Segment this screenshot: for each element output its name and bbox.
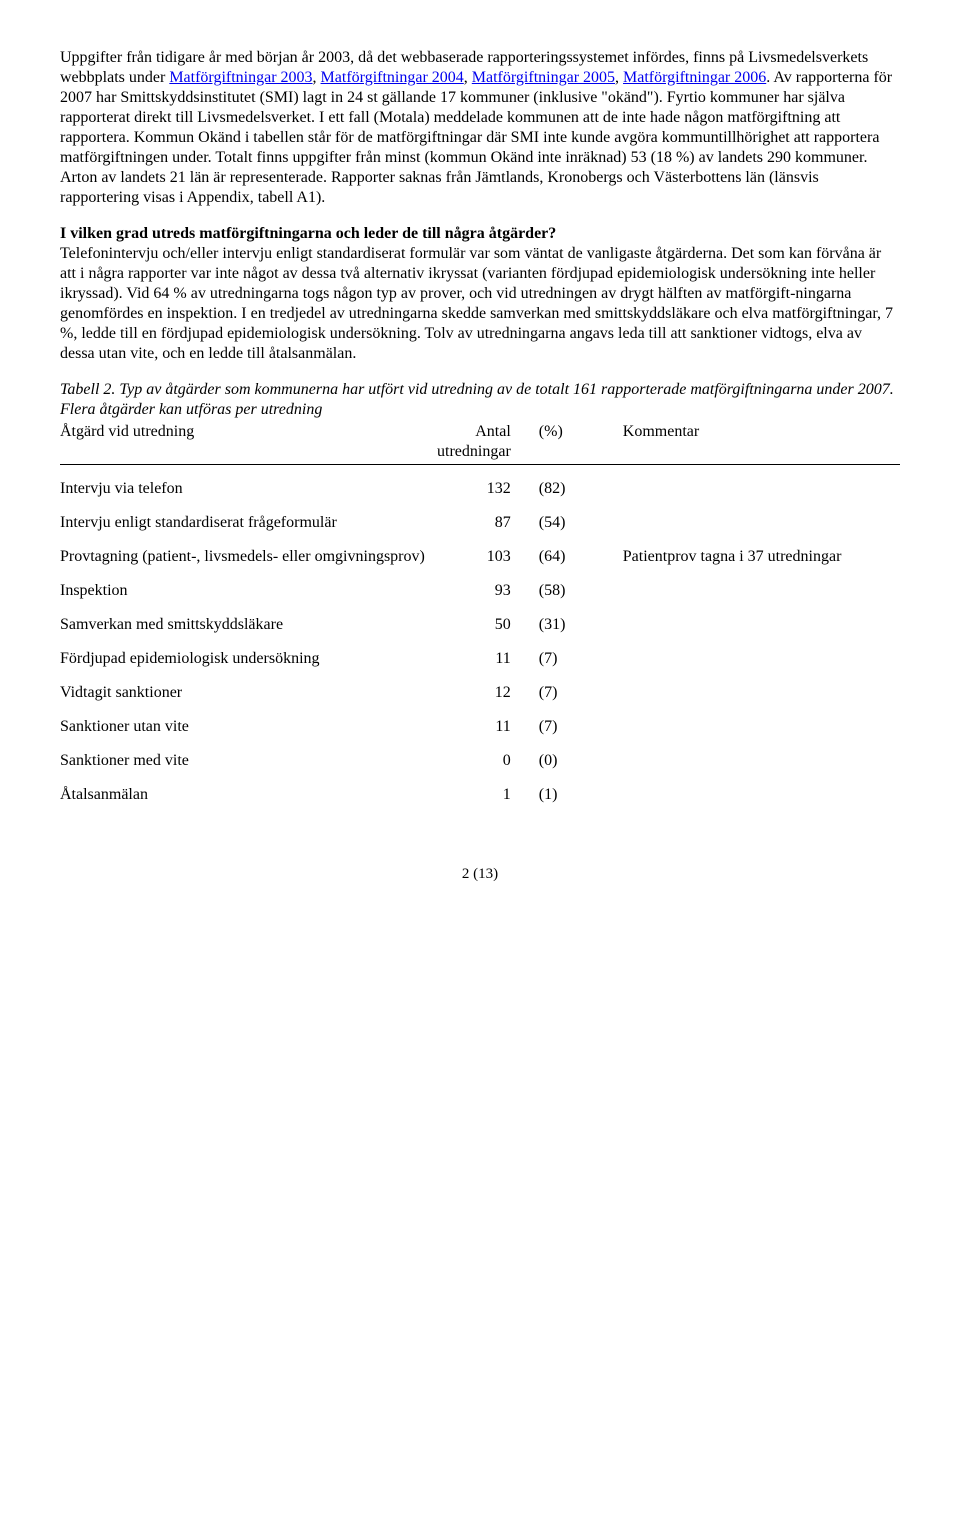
cell-comment (623, 513, 900, 533)
link-2005[interactable]: Matförgiftningar 2005 (472, 69, 615, 86)
para1-post: . Av rapporterna för 2007 har Smittskydd… (60, 69, 892, 206)
col-head-count-1: Antal (475, 423, 511, 440)
cell-count: 50 (430, 615, 539, 635)
cell-count: 0 (430, 751, 539, 771)
table-spacer (60, 703, 900, 717)
cell-action: Samverkan med smittskyddsläkare (60, 615, 430, 635)
table-spacer (60, 669, 900, 683)
col-head-count: Antal utredningar (430, 422, 539, 465)
table-spacer (60, 601, 900, 615)
link-2004[interactable]: Matförgiftningar 2004 (321, 69, 464, 86)
table-row: Intervju via telefon132(82) (60, 479, 900, 499)
page-footer: 2 (13) (60, 865, 900, 884)
table-row: Sanktioner med vite0(0) (60, 751, 900, 771)
cell-comment (623, 751, 900, 771)
table-header-row: Åtgärd vid utredning Antal utredningar (… (60, 422, 900, 465)
table-spacer (60, 533, 900, 547)
cell-count: 93 (430, 581, 539, 601)
col-head-count-2: utredningar (437, 443, 511, 460)
cell-comment: Patientprov tagna i 37 utredningar (623, 547, 900, 567)
table-row: Sanktioner utan vite11(7) (60, 717, 900, 737)
cell-action: Intervju via telefon (60, 479, 430, 499)
cell-count: 103 (430, 547, 539, 567)
cell-comment (623, 785, 900, 805)
table-row: Intervju enligt standardiserat frågeform… (60, 513, 900, 533)
table-spacer (60, 737, 900, 751)
cell-pct: (7) (539, 717, 623, 737)
sep1: , (313, 69, 321, 86)
cell-pct: (82) (539, 479, 623, 499)
table-row: Fördjupad epidemiologisk undersökning11(… (60, 649, 900, 669)
para2-body: Telefonintervju och/eller intervju enlig… (60, 245, 893, 362)
sep2: , (464, 69, 472, 86)
cell-comment (623, 581, 900, 601)
col-head-comment: Kommentar (623, 422, 900, 465)
cell-pct: (58) (539, 581, 623, 601)
cell-pct: (54) (539, 513, 623, 533)
table-row: Provtagning (patient-, livsmedels- eller… (60, 547, 900, 567)
heading-question: I vilken grad utreds matförgiftningarna … (60, 225, 556, 242)
cell-action: Intervju enligt standardiserat frågeform… (60, 513, 430, 533)
cell-count: 87 (430, 513, 539, 533)
col-head-pct: (%) (539, 422, 623, 465)
table-actions: Åtgärd vid utredning Antal utredningar (… (60, 422, 900, 805)
table-spacer (60, 635, 900, 649)
cell-comment (623, 683, 900, 703)
cell-action: Inspektion (60, 581, 430, 601)
cell-comment (623, 479, 900, 499)
table-spacer (60, 499, 900, 513)
table-spacer (60, 465, 900, 480)
sep3: , (615, 69, 623, 86)
cell-count: 11 (430, 649, 539, 669)
cell-count: 1 (430, 785, 539, 805)
cell-action: Provtagning (patient-, livsmedels- eller… (60, 547, 430, 567)
cell-action: Fördjupad epidemiologisk undersökning (60, 649, 430, 669)
cell-comment (623, 717, 900, 737)
col-head-action: Åtgärd vid utredning (60, 422, 430, 465)
cell-pct: (64) (539, 547, 623, 567)
table-spacer (60, 771, 900, 785)
cell-comment (623, 649, 900, 669)
table-row: Åtalsanmälan1(1) (60, 785, 900, 805)
cell-comment (623, 615, 900, 635)
table-caption: Tabell 2. Typ av åtgärder som kommunerna… (60, 380, 900, 420)
table-spacer (60, 567, 900, 581)
cell-action: Sanktioner med vite (60, 751, 430, 771)
cell-action: Vidtagit sanktioner (60, 683, 430, 703)
cell-pct: (7) (539, 649, 623, 669)
cell-action: Åtalsanmälan (60, 785, 430, 805)
cell-pct: (1) (539, 785, 623, 805)
link-2003[interactable]: Matförgiftningar 2003 (169, 69, 312, 86)
cell-pct: (31) (539, 615, 623, 635)
link-2006[interactable]: Matförgiftningar 2006 (623, 69, 766, 86)
cell-pct: (0) (539, 751, 623, 771)
cell-pct: (7) (539, 683, 623, 703)
table-row: Vidtagit sanktioner12(7) (60, 683, 900, 703)
cell-count: 132 (430, 479, 539, 499)
cell-action: Sanktioner utan vite (60, 717, 430, 737)
paragraph-1: Uppgifter från tidigare år med början år… (60, 48, 900, 208)
table-row: Inspektion93(58) (60, 581, 900, 601)
paragraph-2: I vilken grad utreds matförgiftningarna … (60, 224, 900, 364)
table-row: Samverkan med smittskyddsläkare50(31) (60, 615, 900, 635)
cell-count: 11 (430, 717, 539, 737)
cell-count: 12 (430, 683, 539, 703)
